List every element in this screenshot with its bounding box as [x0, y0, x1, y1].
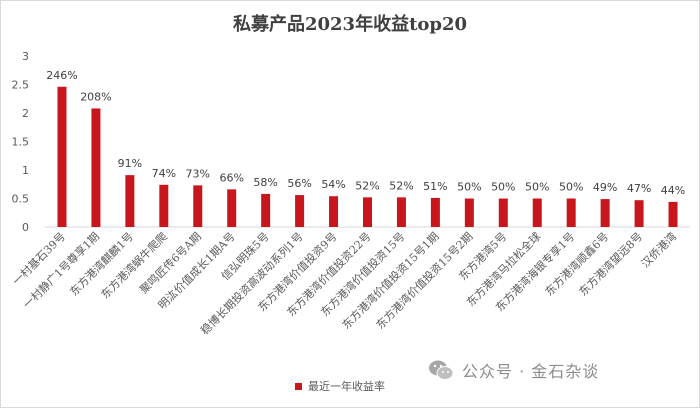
data-label: 91%: [118, 157, 142, 170]
data-label: 56%: [287, 177, 311, 190]
wechat-icon: [428, 358, 454, 382]
y-tick-label: 0: [22, 221, 29, 234]
legend-swatch: [295, 382, 302, 390]
y-tick-label: 3: [22, 50, 29, 63]
bar: [430, 197, 440, 227]
bar: [125, 175, 135, 227]
bar: [159, 184, 169, 227]
bar: [498, 198, 508, 227]
category-label: 汉侨港湾: [638, 229, 679, 270]
y-tick-label: 1: [22, 164, 29, 177]
legend: 最近一年收益率: [295, 378, 385, 394]
data-label: 50%: [559, 181, 583, 194]
data-label: 246%: [46, 69, 77, 82]
bar: [295, 195, 305, 227]
data-label: 50%: [491, 181, 515, 194]
bar: [668, 201, 678, 227]
data-label: 58%: [253, 176, 277, 189]
data-label: 44%: [661, 184, 685, 197]
bar: [396, 197, 406, 227]
watermark: 公众号 · 金石杂谈: [428, 356, 599, 384]
data-label: 50%: [457, 181, 481, 194]
data-label: 208%: [80, 90, 111, 103]
chart-title: 私募产品2023年收益top20: [232, 14, 468, 35]
bar: [532, 198, 542, 227]
bar: [566, 198, 576, 227]
data-label: 52%: [389, 179, 413, 192]
bar: [600, 199, 610, 227]
data-label: 66%: [219, 171, 243, 184]
bar: [464, 198, 474, 227]
bar: [363, 197, 372, 227]
data-label: 49%: [593, 181, 617, 194]
data-label: 47%: [627, 182, 651, 195]
y-tick-label: 2: [22, 107, 29, 120]
bar: [329, 196, 339, 227]
bar: [57, 86, 67, 227]
bar: [634, 200, 644, 227]
y-tick-label: 0.5: [12, 193, 30, 206]
watermark-text: 公众号 · 金石杂谈: [462, 362, 600, 381]
data-label: 50%: [525, 181, 549, 194]
y-tick-label: 2.5: [12, 79, 30, 92]
data-label: 51%: [423, 180, 447, 193]
bar: [261, 193, 271, 227]
data-label: 73%: [186, 167, 210, 180]
data-label: 52%: [355, 179, 379, 192]
legend-label: 最近一年收益率: [308, 380, 385, 393]
data-label: 74%: [152, 167, 176, 180]
category-label: 聚鸣匠传6号A期: [137, 229, 204, 296]
bar: [91, 108, 101, 227]
y-tick-label: 1.5: [12, 136, 30, 149]
data-label: 54%: [321, 178, 345, 191]
bar: [193, 185, 203, 227]
bar: [227, 189, 237, 227]
